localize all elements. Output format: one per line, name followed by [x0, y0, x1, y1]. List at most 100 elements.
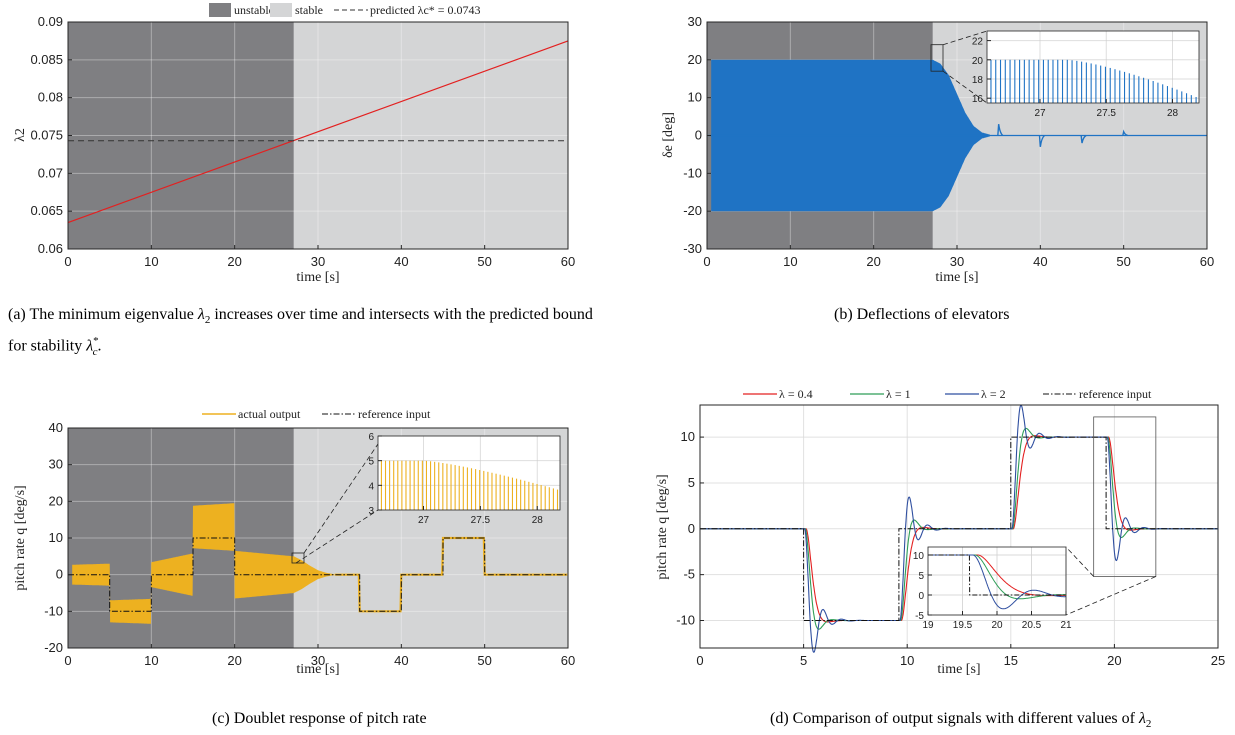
c-xtick-label: 20	[227, 653, 241, 668]
lambda2-line	[67, 40, 569, 224]
b-ytick-label: -10	[683, 165, 702, 180]
a-region-stable	[293, 22, 568, 249]
axes-frame-d	[699, 404, 1219, 649]
legend-label-lambda-1: λ = 1	[886, 387, 911, 401]
caption-d: (d) Comparison of output signals with di…	[770, 710, 1152, 731]
d-xtick-label: 15	[1004, 653, 1018, 668]
inset-b-xtick-label: 28	[1167, 108, 1179, 119]
inset-d-xtick-label: 20.5	[1022, 620, 1042, 631]
inset-c-ytick-label: 4	[368, 481, 374, 492]
a-xtick-label: 40	[394, 254, 408, 269]
xlabel-c: time [s]	[296, 662, 339, 677]
inset-bg-c	[378, 436, 560, 510]
d-ytick-label: 0	[688, 521, 695, 536]
d-ytick-label: 10	[681, 429, 695, 444]
ylabel-c: pitch rate q [deg/s]	[13, 485, 28, 590]
legend-label-reference-d: reference input	[1079, 387, 1152, 401]
b-xtick-label: 20	[866, 254, 880, 269]
b-ytick-label: 30	[688, 14, 702, 29]
d-ytick-label: -10	[676, 612, 695, 627]
inset-d-ytick-label: 10	[913, 551, 925, 562]
d-xtick-label: 5	[800, 653, 807, 668]
xlabel-b: time [s]	[935, 270, 978, 285]
inset-c-ytick-label: 6	[368, 432, 374, 443]
inset-b-xtick-label: 27.5	[1097, 108, 1117, 119]
b-xtick-label: 50	[1116, 254, 1130, 269]
xlabel-a: time [s]	[296, 270, 339, 285]
inset-d-ytick-label: 5	[918, 571, 924, 582]
inset-d-xtick-label: 20	[991, 620, 1003, 631]
zoom-connector-c	[303, 443, 379, 554]
inset-c-xtick-label: 28	[532, 515, 544, 526]
legend-label-reference: reference input	[358, 407, 431, 421]
inset-frame-d	[927, 546, 1067, 616]
ylabel-d: pitch rate q [deg/s]	[655, 474, 670, 579]
inset-frame-b	[986, 30, 1200, 104]
a-xtick-label: 10	[144, 254, 158, 269]
d-ytick-label: -5	[683, 567, 695, 582]
elevator-spike	[1122, 129, 1129, 137]
c-xtick-label: 40	[394, 653, 408, 668]
inset-c-xtick-label: 27.5	[471, 515, 491, 526]
c-ytick-label: 0	[56, 567, 63, 582]
a-xtick-label: 60	[561, 254, 575, 269]
c-ytick-label: 20	[49, 493, 63, 508]
legend-d: λ = 0.4 λ = 1 λ = 2 reference input	[743, 387, 1152, 401]
d-xtick-label: 25	[1211, 653, 1225, 668]
panel-c: 0 10 20 30 40 50 60 -20 -10 0 10 20 30 40 time [s] pi…	[13, 407, 575, 677]
legend-a: unstable stable predicted λc* = 0.0743	[209, 3, 481, 17]
c-xtick-label: 30	[311, 653, 325, 668]
c-xtick-label: 60	[561, 653, 575, 668]
zoom-box-b	[930, 44, 944, 72]
b-ytick-label: 20	[688, 52, 702, 67]
legend-c: actual output reference input	[202, 407, 431, 421]
b-xtick-label: 40	[1033, 254, 1047, 269]
a-region-unstable	[68, 22, 294, 249]
d-ytick-label: 5	[688, 475, 695, 490]
panel-d: 0 5 10 15 20 25 -10 -5 0 5 10 time [s] pitch rate …	[655, 387, 1225, 677]
inset-d-xtick-label: 19.5	[953, 620, 973, 631]
inset-bg-b	[987, 31, 1199, 103]
reference-input-line	[68, 537, 568, 612]
c-region-unstable	[68, 428, 294, 648]
ylabel-b: δe [deg]	[661, 112, 676, 158]
inset-d-reference	[928, 554, 1066, 596]
a-ytick-label: 0.06	[38, 241, 63, 256]
zoom-connector-c	[295, 509, 379, 564]
b-ytick-label: 0	[695, 128, 702, 143]
b-xtick-label: 60	[1200, 254, 1214, 269]
inset-c-xtick-label: 27	[418, 515, 430, 526]
zoom-connector-b	[942, 70, 988, 104]
elevator-spike	[1038, 134, 1045, 147]
panel-b: 0 10 20 30 40 50 60 -30 -20 -10 0 10 20 30 time [s] δ…	[661, 14, 1214, 285]
a-ytick-label: 0.085	[30, 52, 63, 67]
inset-b-ytick-label: 20	[972, 56, 984, 67]
b-ytick-label: -30	[683, 241, 702, 256]
b-xtick-label: 10	[783, 254, 797, 269]
legend-label-predicted: predicted λc* = 0.0743	[370, 3, 481, 17]
caption-b: (b) Deflections of elevators	[834, 306, 1010, 323]
legend-label-unstable: unstable	[234, 3, 274, 17]
legend-swatch-stable	[270, 3, 292, 17]
a-ytick-label: 0.075	[30, 128, 63, 143]
xlabel-d: time [s]	[937, 662, 980, 677]
inset-b-ytick-label: 22	[972, 37, 984, 48]
legend-label-lambda-2: λ = 2	[981, 387, 1006, 401]
legend-label-actual: actual output	[238, 407, 301, 421]
legend-swatch-unstable	[209, 3, 231, 17]
inset-c-ytick-label: 5	[368, 457, 374, 468]
c-ytick-label: 10	[49, 530, 63, 545]
c-xtick-label: 0	[64, 653, 71, 668]
inset-d-xtick-label: 21	[1060, 620, 1072, 631]
ylabel-a: λ2	[13, 128, 28, 142]
elevator-spike	[997, 124, 1004, 137]
inset-d-ytick-label: -5	[915, 611, 924, 622]
reference-input-line-d	[700, 436, 1218, 621]
b-xtick-label: 30	[950, 254, 964, 269]
b-ytick-label: -20	[683, 203, 702, 218]
legend-label-lambda-0-4: λ = 0.4	[779, 387, 813, 401]
inset-c-ytick-label: 3	[368, 506, 374, 517]
d-xtick-label: 20	[1107, 653, 1121, 668]
inset-frame-c	[377, 435, 561, 511]
